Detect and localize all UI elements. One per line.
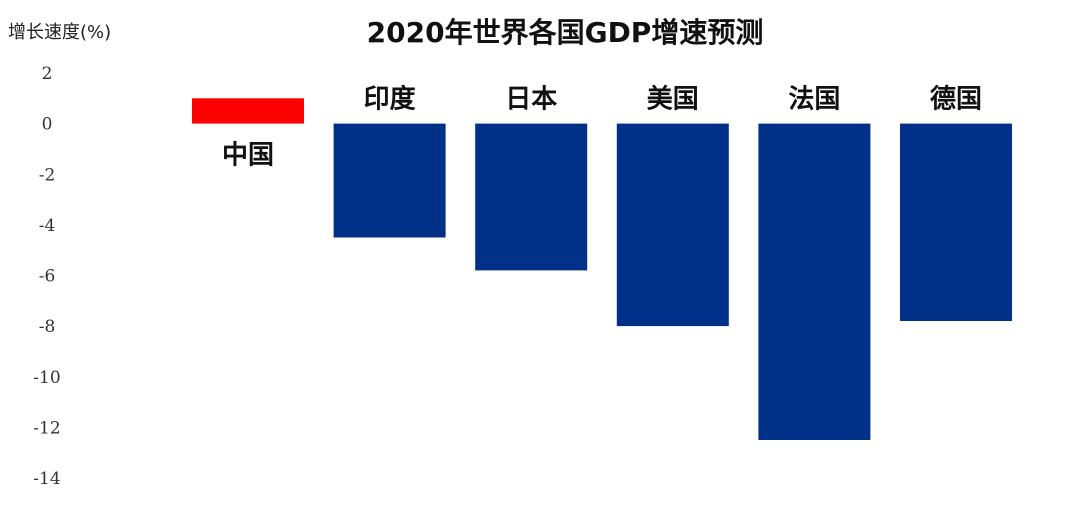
y-tick-label: -14: [33, 469, 60, 489]
bar-1: [333, 123, 446, 238]
y-tick-label: -8: [39, 317, 56, 337]
category-label: 日本: [505, 85, 557, 115]
bar-3: [616, 123, 729, 327]
y-tick-label: -10: [33, 368, 60, 388]
y-tick-label: -2: [39, 165, 56, 185]
y-axis-ticks: 2 0 -2 -4 -6 -8 -10 -12 -14: [33, 64, 60, 489]
y-tick-label: -12: [33, 418, 60, 438]
category-label: 德国: [930, 85, 982, 115]
y-tick-label: -4: [39, 216, 56, 236]
bar-4: [758, 123, 871, 440]
y-tick-label: 0: [42, 115, 53, 135]
category-labels: 中国 印度 日本 美国 法国 德国: [222, 84, 982, 171]
category-label: 印度: [364, 84, 416, 115]
bar-2: [475, 123, 588, 271]
bar-5: [900, 123, 1012, 321]
category-label: 法国: [788, 85, 840, 115]
y-axis-label: 增长速度(%): [8, 22, 111, 43]
category-label: 美国: [647, 84, 699, 115]
category-label: 中国: [222, 141, 274, 171]
bars: [192, 98, 1012, 440]
y-tick-label: 2: [42, 64, 53, 84]
chart-title: 2020年世界各国GDP增速预测: [367, 16, 764, 49]
bar-0: [192, 98, 304, 124]
y-tick-label: -6: [39, 267, 56, 287]
